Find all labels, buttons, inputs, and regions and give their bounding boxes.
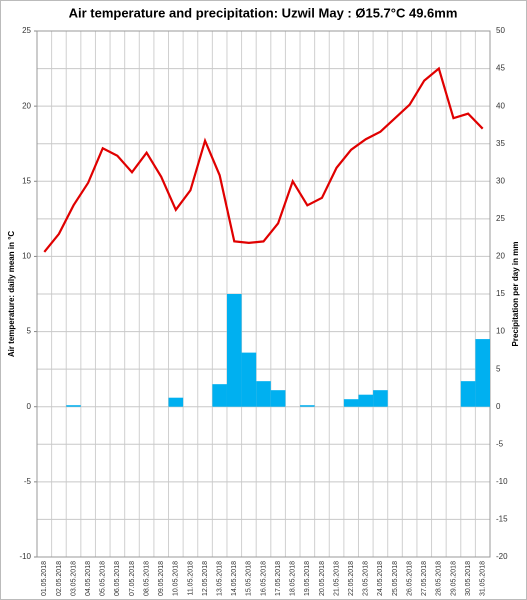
x-tick-label: 05.05.2018 [100, 561, 107, 596]
bar [300, 405, 315, 407]
x-tick-label: 16.05.2018 [260, 561, 267, 596]
x-tick-label: 31.05.2018 [480, 561, 487, 596]
y-tick-label: 10 [22, 252, 31, 261]
x-tick-label: 13.05.2018 [217, 561, 224, 596]
bar [460, 381, 476, 407]
plot-border [36, 30, 491, 558]
y2-tick-label: 20 [496, 252, 505, 261]
x-tick-label: 02.05.2018 [56, 561, 63, 596]
chart-title: Air temperature and precipitation: Uzwil… [69, 5, 458, 20]
line [43, 66, 484, 253]
x-tick-label: 28.05.2018 [436, 561, 443, 596]
bar [475, 339, 490, 407]
y-tick-label: 0 [27, 402, 32, 411]
bar [343, 399, 359, 407]
x-tick-label: 30.05.2018 [465, 561, 472, 596]
y-tick-label: 15 [22, 176, 31, 185]
bar [256, 381, 271, 407]
x-tick-label: 14.05.2018 [231, 561, 238, 596]
x-tick-label: 29.05.2018 [450, 561, 457, 596]
x-tick-label: 12.05.2018 [202, 561, 209, 596]
x-tick-label: 03.05.2018 [70, 561, 77, 596]
bar [168, 397, 184, 407]
bar [66, 405, 81, 407]
x-tick-label: 27.05.2018 [421, 561, 428, 596]
y-tick-label: 5 [27, 327, 32, 336]
x-tick-label: 18.05.2018 [290, 561, 297, 596]
bar [358, 394, 374, 407]
bar [241, 352, 257, 407]
y2-tick-label: 50 [496, 26, 505, 35]
x-tick-label: 26.05.2018 [406, 561, 413, 596]
x-tick-label: 01.05.2018 [41, 561, 48, 596]
x-tick-label: 10.05.2018 [173, 561, 180, 596]
x-tick-label: 21.05.2018 [333, 561, 340, 596]
x-tick-label: 04.05.2018 [85, 561, 92, 596]
bar [226, 294, 242, 407]
y2-tick-label: 10 [496, 327, 505, 336]
y2-tick-label: -15 [496, 515, 508, 524]
x-tick-label: 24.05.2018 [377, 561, 384, 596]
x-tick-label: 23.05.2018 [363, 561, 370, 596]
x-tick-label: 11.05.2018 [187, 561, 194, 596]
y2-tick-label: 25 [496, 214, 505, 223]
x-tick-label: 08.05.2018 [143, 561, 150, 596]
y2-tick-label: -5 [496, 439, 504, 448]
x-tick-label: 22.05.2018 [348, 561, 355, 596]
y2-tick-label: -10 [496, 477, 508, 486]
y2-tick-label: 15 [496, 289, 505, 298]
x-tick-label: 17.05.2018 [275, 561, 282, 596]
x-tick-label: 15.05.2018 [246, 561, 253, 596]
y2-axis-title: Precipitation per day in mm [511, 242, 520, 347]
x-tick-label: 19.05.2018 [304, 561, 311, 596]
x-tick-label: 06.05.2018 [114, 561, 121, 596]
y2-tick-label: -20 [496, 552, 508, 561]
y-tick-label: 25 [22, 26, 31, 35]
y2-tick-label: 35 [496, 139, 505, 148]
x-tick-label: 25.05.2018 [392, 561, 399, 596]
y2-tick-label: 5 [496, 364, 501, 373]
y2-tick-label: 30 [496, 176, 505, 185]
y-tick-label: 20 [22, 101, 31, 110]
x-tick-label: 07.05.2018 [129, 561, 136, 596]
bar [270, 390, 286, 407]
bar [212, 384, 227, 407]
x-tick-label: 09.05.2018 [158, 561, 165, 596]
x-tick-label: 20.05.2018 [319, 561, 326, 596]
y2-tick-label: 0 [496, 402, 501, 411]
y2-tick-label: 45 [496, 64, 505, 73]
y-axis-title: Air temperature: daily mean in °C [7, 231, 16, 358]
y-tick-label: -10 [19, 552, 31, 561]
bar [373, 390, 388, 407]
y-tick-label: -5 [24, 477, 32, 486]
y2-tick-label: 40 [496, 101, 505, 110]
